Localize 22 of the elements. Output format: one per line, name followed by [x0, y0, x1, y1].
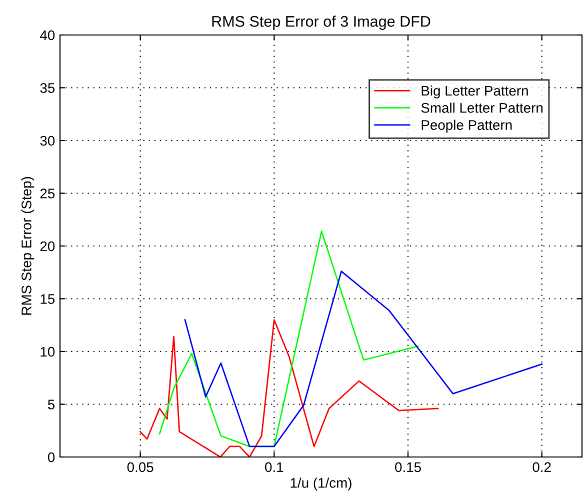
x-tick-label: 0.2	[532, 462, 551, 472]
y-tick-label: 20	[40, 241, 55, 252]
y-tick-label: 35	[40, 83, 55, 93]
y-tick-label: 25	[40, 188, 55, 198]
y-tick-label: 10	[40, 346, 55, 357]
line-series	[184, 270, 543, 448]
x-tick-label: 0.1	[265, 462, 284, 472]
y-tick-label: 0	[48, 452, 55, 462]
legend-label: Small Letter Pattern	[421, 102, 543, 113]
legend-label: Big Letter Pattern	[422, 85, 528, 98]
y-tick-label: 15	[40, 294, 55, 304]
x-axis-title: 1/u (1/cm)	[290, 478, 352, 491]
x-tick-label: 0.05	[127, 462, 154, 472]
y-axis-title: RMS Step Error (Step)	[21, 177, 34, 315]
line-series	[140, 319, 439, 457]
legend-label: People Pattern	[422, 120, 512, 133]
y-tick-label: 40	[40, 30, 55, 40]
y-tick-label: 30	[40, 136, 55, 146]
y-tick-label: 5	[48, 400, 55, 410]
chart-title: RMS Step Error of 3 Image DFD	[212, 16, 430, 30]
line-series	[158, 230, 419, 448]
x-tick-label: 0.15	[395, 462, 421, 472]
